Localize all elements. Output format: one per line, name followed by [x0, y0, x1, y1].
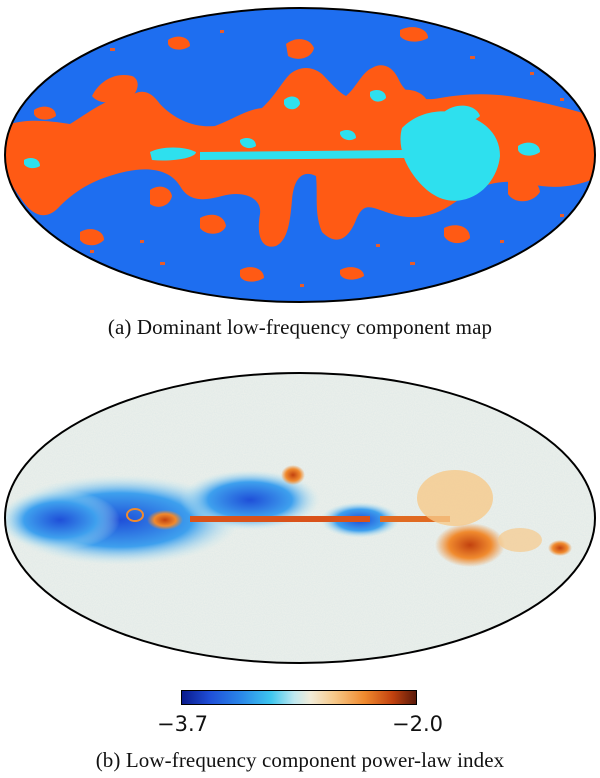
cold-regions [5, 470, 400, 565]
power-law-index-map [4, 372, 596, 664]
colorbar [181, 690, 417, 705]
colorbar-min-label: −3.7 [157, 712, 208, 736]
cyan-component-regions [24, 90, 540, 201]
panel-b [0, 370, 600, 778]
caption-a: (a) Dominant low-frequency component map [107, 315, 493, 339]
dominant-component-map [4, 7, 596, 303]
mollweide-outline [4, 7, 596, 303]
panel-a: (a) Dominant low-frequency component map [0, 0, 600, 350]
hot-regions [126, 465, 572, 567]
caption-b: (b) Low-frequency component power-law in… [95, 748, 505, 772]
colorbar-max-label: −2.0 [392, 712, 443, 736]
mollweide-outline [4, 372, 596, 664]
